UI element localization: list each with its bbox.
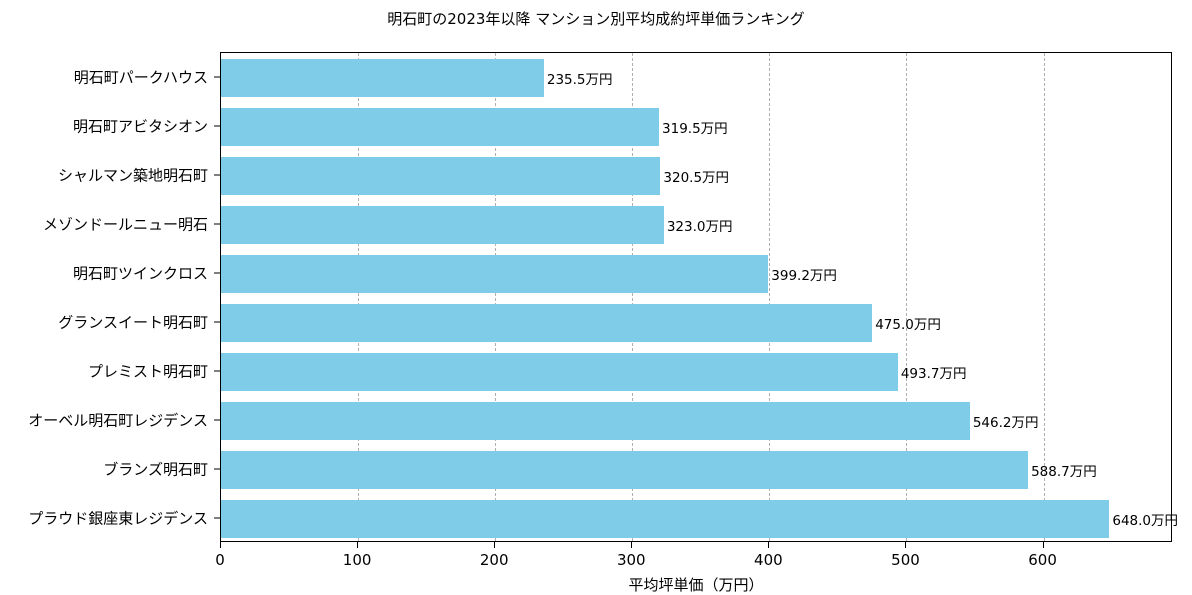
y-tick-label: プレミスト明石町 [87, 362, 208, 380]
x-tick-mark [1042, 542, 1044, 548]
y-tick-mark [214, 174, 220, 175]
y-tick-label: メゾンドールニュー明石 [42, 215, 208, 233]
bar[interactable] [221, 499, 1110, 538]
bar-value-label: 588.7万円 [1031, 463, 1097, 480]
bar-row: 588.7万円 [221, 450, 1171, 489]
y-tick-label: シャルマン築地明石町 [57, 166, 208, 184]
y-tick-label: 明石町ツインクロス [72, 264, 208, 282]
bar[interactable] [221, 401, 970, 440]
bar-value-label: 493.7万円 [900, 365, 967, 382]
x-tick-label: 0 [215, 551, 225, 569]
chart-title: 明石町の2023年以降 マンション別平均成約坪単価ランキング [387, 10, 805, 28]
x-tick-label: 500 [891, 551, 920, 569]
bar-row: 493.7万円 [221, 352, 1171, 391]
x-tick-mark [494, 542, 496, 548]
y-tick-mark [214, 321, 220, 322]
bar-value-label: 399.2万円 [771, 267, 837, 284]
y-tick-label: プラウド銀座東レジデンス [28, 509, 208, 527]
y-tick-mark [214, 223, 220, 224]
y-tick-mark [214, 272, 220, 273]
bars-layer: 235.5万円 319.5万円 320.5万円 323.0万円 399.2万円 475.0… [221, 53, 1178, 541]
y-tick-mark [214, 76, 220, 77]
y-tick-label: 明石町パークハウス [73, 68, 208, 86]
x-tick-label: 200 [479, 551, 509, 569]
bar-row: 319.5万円 [221, 107, 1171, 146]
x-tick-label: 600 [1028, 551, 1057, 569]
x-tick-mark [768, 542, 770, 548]
bar[interactable] [221, 303, 873, 342]
y-axis: 明石町パークハウス 明石町アビタシオンシャルマン築地明石町メゾンドールニュー明石明… [0, 52, 220, 542]
x-tick-label: 300 [616, 551, 646, 569]
y-tick-mark [214, 517, 220, 518]
bar-row: 648.0万円 [221, 499, 1178, 538]
bar-row: 546.2万円 [221, 401, 1171, 440]
x-tick-mark [905, 542, 907, 548]
y-tick-label: 明石町アビタシオン [72, 117, 208, 135]
bar[interactable] [221, 107, 660, 146]
bar-row: 475.0万円 [221, 303, 1171, 342]
y-tick-label: オーベル明石町レジデンス [28, 411, 208, 429]
y-tick-mark [214, 468, 220, 469]
bar-value-label: 546.2万円 [972, 414, 1039, 431]
bar[interactable] [221, 450, 1029, 489]
bar-row: 323.0万円 [221, 205, 1171, 244]
x-tick-mark [631, 542, 633, 548]
bar[interactable] [221, 352, 898, 391]
bar[interactable] [221, 58, 544, 97]
y-tick-label: グランスイート明石町 [58, 313, 208, 331]
y-tick-mark [214, 370, 220, 371]
bar-row: 235.5万円 [221, 58, 1171, 97]
plot-area: 235.5万円 319.5万円 320.5万円 323.0万円 399.2万円 475.0… [220, 52, 1178, 542]
bar-value-label: 323.0万円 [666, 218, 733, 235]
y-tick-mark [214, 125, 220, 126]
bar[interactable] [221, 156, 661, 195]
x-tick-label: 400 [754, 551, 783, 569]
x-axis-title: 平均坪単価（万円） [628, 576, 764, 594]
bar[interactable] [221, 205, 664, 244]
x-tick-label: 100 [342, 551, 372, 569]
x-tick-mark [357, 542, 359, 548]
x-axis: 平均坪単価（万円） 0 100 200 300 400 500 600 [215, 542, 1172, 594]
bar-value-label: 648.0万円 [1112, 512, 1179, 529]
x-tick-mark [220, 542, 221, 548]
y-tick-label: ブランズ明石町 [103, 460, 208, 478]
bar[interactable] [221, 254, 769, 293]
y-tick-mark [214, 419, 220, 420]
bar-value-label: 320.5万円 [663, 169, 730, 186]
bar-value-label: 319.5万円 [662, 120, 728, 137]
bar-value-label: 475.0万円 [875, 316, 941, 333]
bar-row: 399.2万円 [221, 254, 1171, 293]
bar-row: 320.5万円 [221, 156, 1171, 195]
bar-value-label: 235.5万円 [546, 71, 613, 88]
